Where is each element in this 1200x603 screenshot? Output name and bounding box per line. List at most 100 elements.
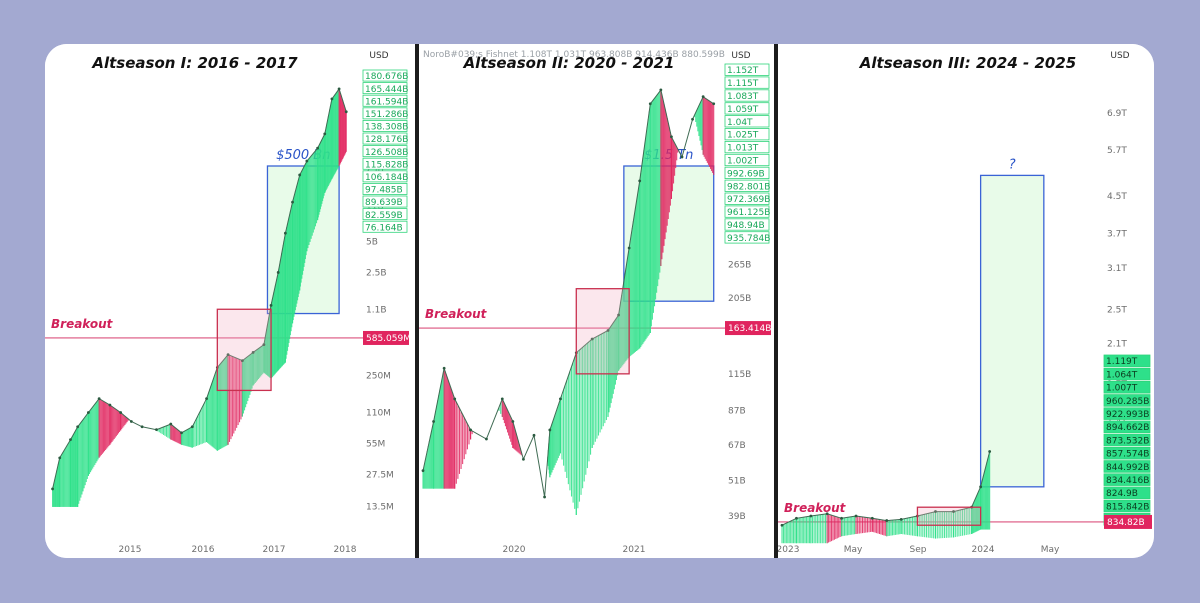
price-tag-label: 76.164B <box>365 223 403 233</box>
y-tick-label: 2.5T <box>1107 306 1127 316</box>
price-point <box>316 147 319 150</box>
price-tag-label: 992.69B <box>727 169 765 179</box>
price-tag-label: 165.444B <box>365 85 408 95</box>
x-tick-label: 2023 <box>778 545 799 555</box>
x-tick-label: May <box>1041 545 1060 555</box>
indicator-header-text: NoroB#039;s Fishnet 1.108T 1.031T 963.80… <box>423 50 734 60</box>
price-tag-label: 89.639B <box>365 198 403 208</box>
price-point <box>422 469 425 472</box>
price-tag-label: 1.007T <box>1106 384 1138 394</box>
breakout-box <box>217 309 271 390</box>
price-tag-label: 935.784B <box>727 234 770 244</box>
price-tag-label: 138.308B <box>365 123 408 133</box>
price-tag-label: 1.064T <box>1106 370 1138 380</box>
y-tick-label: 2.5B <box>366 268 387 278</box>
price-point <box>119 411 122 414</box>
price-point <box>543 496 546 499</box>
y-tick-label: 265B <box>728 260 751 270</box>
current-price-label: 163.414B <box>728 324 771 334</box>
price-point <box>511 420 514 423</box>
ma-ribbon <box>782 452 990 544</box>
chart-title: Altseason I: 2016 - 2017 <box>91 54 298 72</box>
price-point <box>702 95 705 98</box>
price-tag-label: 1.119T <box>1106 357 1138 367</box>
price-point <box>649 102 652 105</box>
chart-title: Altseason III: 2024 - 2025 <box>859 54 1076 72</box>
price-point <box>443 367 446 370</box>
price-point <box>141 425 144 428</box>
chart-svg-2: Altseason II: 2020 - 2021NoroB#039;s Fis… <box>419 44 774 558</box>
price-point <box>323 132 326 135</box>
y-tick-label: 39B <box>728 512 746 522</box>
price-tag-label: 961.125B <box>727 208 770 218</box>
x-tick-label: Sep <box>910 545 927 555</box>
price-tag-label: 873.532B <box>1106 436 1149 446</box>
y-tick-label: 2.1T <box>1107 339 1127 349</box>
ma-ribbon <box>423 90 714 515</box>
x-tick-label: 2016 <box>192 545 215 555</box>
y-tick-label: 1.1B <box>366 305 387 315</box>
price-point <box>277 271 280 274</box>
x-tick-label: 2024 <box>972 545 995 555</box>
price-point <box>155 428 158 431</box>
price-tag-label: 824.9B <box>1106 489 1138 499</box>
breakout-box <box>576 289 629 374</box>
price-point <box>298 174 301 177</box>
x-tick-label: 2017 <box>263 545 286 555</box>
y-tick-label: 3.7T <box>1107 230 1127 240</box>
price-tag-label: 151.286B <box>365 110 408 120</box>
price-tag-label: 126.508B <box>365 148 408 158</box>
price-point <box>284 232 287 235</box>
price-point <box>826 512 829 515</box>
current-price-label: 585.059M <box>366 334 411 344</box>
price-point <box>638 180 641 183</box>
price-point <box>501 398 504 401</box>
price-point <box>885 519 888 522</box>
price-point <box>712 102 715 105</box>
y-tick-label: 87B <box>728 406 746 416</box>
y-tick-label: 13.5M <box>366 503 394 513</box>
price-point <box>469 429 472 432</box>
price-tag-label: 1.04T <box>727 118 753 128</box>
price-tag-label: 1.152T <box>727 66 759 76</box>
price-point <box>681 156 684 159</box>
breakout-label: Breakout <box>784 501 847 515</box>
price-point <box>795 517 798 520</box>
price-tag-label: 1.059T <box>727 105 759 115</box>
target-box-label: ? <box>1009 157 1016 172</box>
price-point <box>900 518 903 521</box>
chart-panel-altseason-2: Altseason II: 2020 - 2021 NoroB#039;s Fis… <box>419 44 774 558</box>
price-point <box>130 420 133 423</box>
x-tick-label: 2015 <box>119 545 142 555</box>
price-point <box>548 429 551 432</box>
price-point <box>76 425 79 428</box>
price-tag-label: 834.416B <box>1106 476 1149 486</box>
price-point <box>840 517 843 520</box>
price-tag-label: 82.559B <box>365 211 403 221</box>
price-tag-label: 115.828B <box>365 160 408 170</box>
price-tag-label: 1.013T <box>727 144 759 154</box>
price-point <box>485 438 488 441</box>
price-tag-label: 180.676B <box>365 72 408 82</box>
y-tick-label: 205B <box>728 294 751 304</box>
y-tick-label: 250M <box>366 372 391 382</box>
price-point <box>345 110 348 113</box>
current-price-label: 834.82B <box>1107 518 1145 528</box>
price-tag-label: 844.992B <box>1106 463 1149 473</box>
price-point <box>659 89 662 92</box>
price-tag-label: 106.184B <box>365 173 408 183</box>
price-point <box>51 488 54 491</box>
y-tick-label: 6.9T <box>1107 109 1127 119</box>
price-tag-label: 1.083T <box>727 92 759 102</box>
price-point <box>453 398 456 401</box>
price-point <box>855 515 858 518</box>
breakout-label: Breakout <box>51 317 114 331</box>
price-tag-label: 960.285B <box>1106 397 1149 407</box>
price-point <box>533 434 536 437</box>
y-tick-label: 27.5M <box>366 471 394 481</box>
price-tag-label: 922.993B <box>1106 410 1149 420</box>
price-point <box>781 524 784 527</box>
chart-panel-altseason-3: Altseason III: 2024 - 2025 USD? Breakout 6.… <box>778 44 1154 558</box>
price-point <box>270 304 273 307</box>
price-point <box>291 201 294 204</box>
